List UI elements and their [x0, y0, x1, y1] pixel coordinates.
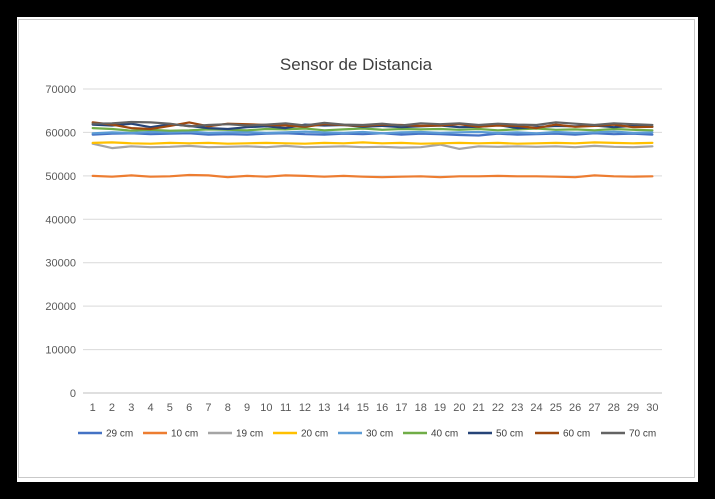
y-tick-label: 40000 — [45, 214, 76, 226]
y-tick-label: 20000 — [45, 301, 76, 313]
legend-label: 30 cm — [366, 429, 393, 440]
x-tick-label: 3 — [128, 402, 134, 414]
y-tick-label: 60000 — [45, 127, 76, 139]
series-line — [91, 141, 654, 145]
legend: 29 cm 10 cm 19 cm 20 cm 30 cm 40 cm 50 cm 60 cm… — [78, 429, 656, 440]
legend-label: 70 cm — [629, 429, 656, 440]
x-tick-label: 23 — [511, 402, 523, 414]
series-lines — [91, 120, 654, 179]
legend-label: 19 cm — [236, 429, 263, 440]
legend-label: 60 cm — [563, 429, 590, 440]
x-tick-label: 19 — [434, 402, 446, 414]
x-tick-label: 6 — [186, 402, 192, 414]
x-tick-label: 1 — [90, 402, 96, 414]
legend-label: 50 cm — [496, 429, 523, 440]
x-tick-label: 13 — [318, 402, 330, 414]
series-line — [91, 127, 654, 132]
y-tick-label: 70000 — [45, 84, 76, 96]
x-tick-label: 8 — [225, 402, 231, 414]
x-tick-label: 10 — [260, 402, 272, 414]
y-tick-label: 0 — [70, 388, 76, 400]
x-axis-ticks: 1 2 3 4 5 6 7 8 9 10 11 12 13 14 15 16 17 18 19 20 21 22 23 24 2… — [90, 402, 659, 414]
series-line — [91, 142, 654, 150]
x-tick-label: 9 — [244, 402, 250, 414]
legend-label: 20 cm — [301, 429, 328, 440]
x-tick-label: 14 — [337, 402, 349, 414]
chart-title: Sensor de Distancia — [280, 55, 433, 74]
x-tick-label: 16 — [376, 402, 388, 414]
chart-area-border — [18, 19, 695, 478]
x-tick-label: 17 — [395, 402, 407, 414]
x-tick-label: 7 — [205, 402, 211, 414]
y-axis-ticks: 0 10000 20000 30000 40000 50000 60000 70000 — [45, 84, 76, 400]
x-tick-label: 11 — [280, 402, 291, 414]
x-tick-label: 2 — [109, 402, 115, 414]
x-tick-label: 27 — [588, 402, 600, 414]
x-tick-label: 24 — [530, 402, 542, 414]
series-line — [91, 120, 654, 128]
y-tick-label: 30000 — [45, 258, 76, 270]
x-tick-label: 15 — [357, 402, 369, 414]
x-tick-label: 26 — [569, 402, 581, 414]
y-tick-label: 50000 — [45, 171, 76, 183]
x-tick-label: 12 — [299, 402, 311, 414]
legend-label: 29 cm — [106, 429, 133, 440]
x-tick-label: 28 — [608, 402, 620, 414]
x-tick-label: 20 — [453, 402, 465, 414]
x-tick-label: 25 — [550, 402, 562, 414]
y-tick-label: 10000 — [45, 345, 76, 357]
legend-label: 10 cm — [171, 429, 198, 440]
x-tick-label: 5 — [167, 402, 173, 414]
x-tick-label: 22 — [492, 402, 504, 414]
series-line — [91, 130, 654, 135]
x-tick-label: 18 — [415, 402, 427, 414]
x-tick-label: 29 — [627, 402, 639, 414]
x-tick-label: 4 — [147, 402, 153, 414]
x-tick-label: 21 — [473, 402, 485, 414]
series-line — [91, 173, 654, 179]
x-tick-label: 30 — [646, 402, 658, 414]
legend-label: 40 cm — [431, 429, 458, 440]
